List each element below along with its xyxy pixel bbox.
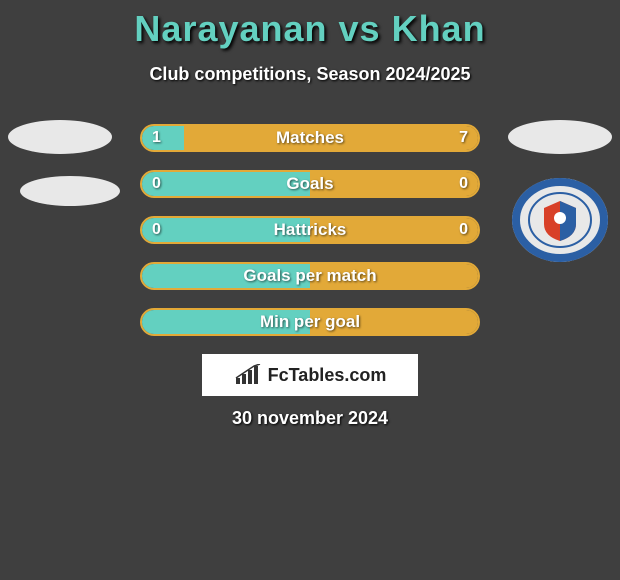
club-badge-icon [510,176,610,264]
stat-label: Goals per match [142,264,478,288]
page-subtitle: Club competitions, Season 2024/2025 [0,64,620,85]
stat-row-goals-per-match: Goals per match [140,262,480,290]
page-title: Narayanan vs Khan [0,0,620,50]
player-left-avatar-1 [8,120,112,154]
stat-value-right [458,264,478,288]
stat-value-right: 0 [449,172,478,196]
player-left-avatar-2 [20,176,120,206]
stats-panel: 1 Matches 7 0 Goals 0 0 Hattricks 0 Goal… [140,124,480,354]
stat-label: Goals [142,172,478,196]
bars-icon [234,364,262,386]
stat-value-right [458,310,478,334]
player-right-avatar-1 [508,120,612,154]
stat-value-right: 0 [449,218,478,242]
stat-row-min-per-goal: Min per goal [140,308,480,336]
watermark: FcTables.com [202,354,418,396]
date-footer: 30 november 2024 [0,408,620,429]
stat-label: Min per goal [142,310,478,334]
stat-row-hattricks: 0 Hattricks 0 [140,216,480,244]
club-badge-jamshedpur [508,176,612,264]
stat-value-right: 7 [449,126,478,150]
stat-row-matches: 1 Matches 7 [140,124,480,152]
stat-label: Hattricks [142,218,478,242]
stat-row-goals: 0 Goals 0 [140,170,480,198]
stat-label: Matches [142,126,478,150]
watermark-brand: FcTables.com [268,365,387,386]
